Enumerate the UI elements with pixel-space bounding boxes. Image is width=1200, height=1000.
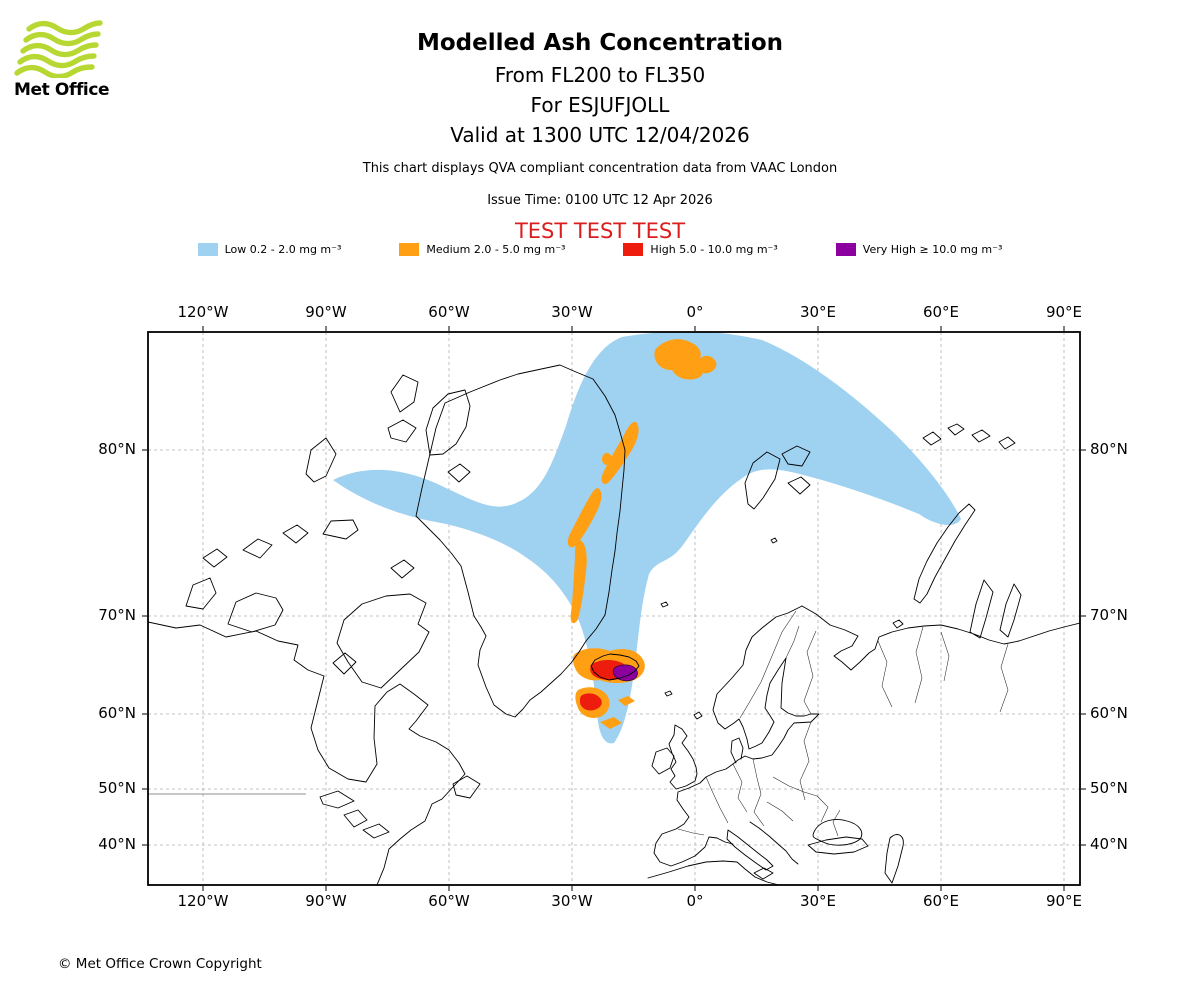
- y-axis-label-left: 70°N: [98, 606, 136, 624]
- y-axis-label-right: 40°N: [1090, 835, 1128, 853]
- y-axis-label-right: 70°N: [1090, 606, 1128, 624]
- coast-canadian-arctic: [185, 374, 471, 689]
- copyright-notice: © Met Office Crown Copyright: [58, 956, 262, 972]
- x-axis-label-bottom: 60°W: [428, 892, 470, 910]
- y-axis-label-left: 40°N: [98, 835, 136, 853]
- x-axis-label-top: 90°W: [305, 303, 347, 321]
- y-axis-label-right: 80°N: [1090, 440, 1128, 458]
- ash-plume-very-high: [612, 664, 638, 682]
- map-frame: [147, 331, 1081, 886]
- x-axis-label-bottom: 90°W: [305, 892, 347, 910]
- coast-svalbard: [744, 445, 811, 544]
- flight-level-range: From FL200 to FL350: [494, 62, 706, 87]
- met-office-logo-text: Met Office: [14, 80, 110, 100]
- x-axis-label-top: 30°W: [551, 303, 593, 321]
- high-swatch-icon: [623, 243, 644, 256]
- medium-swatch-icon: [399, 243, 420, 256]
- coast-franz-josef-land: [922, 423, 1016, 450]
- y-axis-label-left: 50°N: [98, 779, 136, 797]
- coast-novaya-zemlya: [913, 503, 976, 604]
- concentration-legend: Low 0.2 - 2.0 mg m⁻³ Medium 2.0 - 5.0 mg …: [0, 243, 1200, 256]
- coast-uk-ireland: [651, 601, 703, 790]
- coastlines: [148, 364, 1080, 885]
- legend-item-high: High 5.0 - 10.0 mg m⁻³: [623, 243, 778, 256]
- valid-time: Valid at 1300 UTC 12/04/2026: [450, 122, 750, 147]
- x-axis-label-top: 120°W: [177, 303, 229, 321]
- legend-label-low: Low 0.2 - 2.0 mg m⁻³: [224, 243, 342, 256]
- coast-great-lakes: [319, 790, 390, 839]
- coast-north-america: [148, 621, 466, 885]
- coast-scandinavia-baltic: [712, 605, 820, 765]
- met-office-logo-waves-icon: [14, 20, 103, 78]
- test-watermark: TEST TEST TEST: [514, 219, 686, 244]
- legend-label-medium: Medium 2.0 - 5.0 mg m⁻³: [426, 243, 566, 256]
- x-axis-label-bottom: 90°E: [1045, 892, 1083, 910]
- x-axis-label-top: 60°W: [428, 303, 470, 321]
- x-axis-label-bottom: 120°W: [177, 892, 229, 910]
- x-axis-label-bottom: 60°E: [922, 892, 960, 910]
- coast-iceland: [590, 653, 640, 681]
- x-axis-label-top: 60°E: [922, 303, 960, 321]
- legend-item-medium: Medium 2.0 - 5.0 mg m⁻³: [399, 243, 565, 256]
- coast-newfoundland: [452, 775, 481, 799]
- legend-label-veryhigh: Very High ≥ 10.0 mg m⁻³: [862, 243, 1003, 256]
- ash-plume-low: [333, 332, 961, 744]
- x-axis-label-bottom: 30°W: [551, 892, 593, 910]
- chart-title: Modelled Ash Concentration: [416, 30, 784, 56]
- x-axis-label-top: 30°E: [799, 303, 837, 321]
- legend-item-low: Low 0.2 - 2.0 mg m⁻³: [197, 243, 342, 256]
- coast-greenland: [415, 364, 626, 718]
- legend-item-veryhigh: Very High ≥ 10.0 mg m⁻³: [835, 243, 1003, 256]
- border-lines: [148, 610, 1009, 837]
- low-swatch-icon: [197, 243, 218, 256]
- y-axis-label-right: 50°N: [1090, 779, 1128, 797]
- ash-plume-medium: [567, 339, 717, 729]
- x-axis-label-bottom: 30°E: [799, 892, 837, 910]
- x-axis-label-bottom: 0°: [686, 892, 704, 910]
- legend-label-high: High 5.0 - 10.0 mg m⁻³: [650, 243, 778, 256]
- veryhigh-swatch-icon: [835, 243, 856, 256]
- y-axis-label-right: 60°N: [1090, 704, 1128, 722]
- coast-western-europe: [647, 763, 904, 885]
- coast-russia-arctic: [801, 579, 1080, 671]
- y-axis-label-left: 80°N: [98, 440, 136, 458]
- map: [142, 326, 1086, 891]
- chart-header: Modelled Ash Concentration From FL200 to…: [0, 30, 1200, 246]
- country-borders: [148, 610, 1009, 837]
- y-axis-label-left: 60°N: [98, 704, 136, 722]
- axis-tick-marks: [142, 326, 1086, 891]
- ash-plumes: [333, 332, 961, 744]
- x-axis-label-top: 90°E: [1045, 303, 1083, 321]
- compliance-note: This chart displays QVA compliant concen…: [362, 160, 838, 176]
- map-canvas: [142, 326, 1086, 891]
- x-axis-label-top: 0°: [686, 303, 704, 321]
- volcano-name: For ESJUFJOLL: [530, 92, 670, 117]
- met-office-logo: Met Office: [14, 20, 134, 100]
- issue-time: Issue Time: 0100 UTC 12 Apr 2026: [487, 193, 713, 209]
